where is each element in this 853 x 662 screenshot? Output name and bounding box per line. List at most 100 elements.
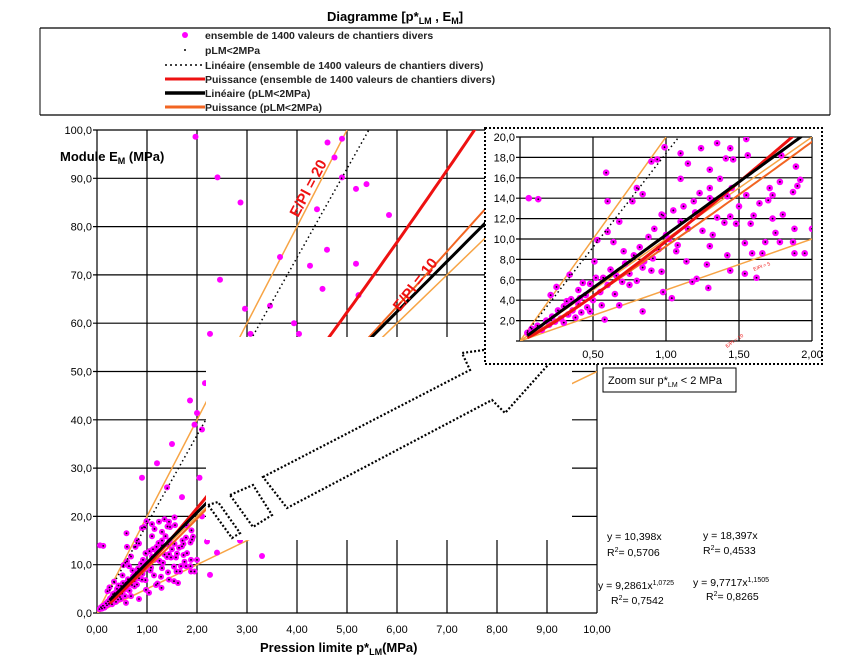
- data-point-plm: [122, 564, 125, 567]
- data-point-ensemble: [386, 212, 392, 219]
- data-point-plm: [628, 272, 631, 275]
- data-point-plm: [177, 582, 179, 584]
- data-point-plm: [606, 230, 609, 233]
- data-point-ensemble: [324, 139, 331, 146]
- data-point-plm: [111, 603, 113, 606]
- data-point-plm: [761, 252, 764, 255]
- data-point-plm: [562, 321, 565, 324]
- data-point-plm: [102, 544, 105, 547]
- legend-item-6: Puissance (pLM<2MPa): [205, 102, 322, 114]
- data-point-plm: [101, 607, 103, 610]
- data-point-plm: [178, 546, 180, 549]
- data-point-plm: [189, 541, 192, 544]
- data-point-plm: [190, 570, 192, 573]
- data-point-plm: [167, 571, 169, 574]
- main-tick-labels: 0,00 1,00 2,00 3,00 4,00 5,00 6,00 7,00 8,00 9,00…: [64, 125, 610, 636]
- data-point-plm: [153, 528, 156, 530]
- r2-linear-plm: R2= 0,5706: [607, 547, 660, 559]
- data-point-plm: [180, 565, 182, 568]
- data-point-plm: [615, 274, 618, 277]
- legend-item-4: Puissance (ensemble de 1400 valeurs de c…: [205, 74, 495, 86]
- data-point-plm: [181, 545, 183, 548]
- data-point-plm: [635, 279, 638, 282]
- data-point-ensemble: [196, 474, 203, 481]
- y-tick-label: 8,0: [500, 254, 515, 266]
- data-point-plm: [570, 298, 572, 301]
- data-point-plm: [602, 276, 605, 279]
- x-tick-label: 1,00: [136, 624, 157, 636]
- data-point-plm: [641, 193, 644, 196]
- data-point-ensemble: [214, 549, 220, 556]
- data-point-plm: [145, 588, 147, 591]
- data-point-plm: [160, 575, 162, 578]
- y-tick-label: 20,0: [494, 132, 515, 144]
- data-point-plm: [158, 559, 161, 562]
- data-point-plm: [526, 331, 529, 334]
- data-point-plm: [660, 270, 663, 273]
- y-tick-label: 0,0: [77, 608, 92, 620]
- data-point-plm: [145, 520, 148, 523]
- data-point-plm: [161, 530, 163, 533]
- data-point-plm: [614, 293, 616, 295]
- data-point-plm: [128, 589, 131, 592]
- data-point-plm: [138, 598, 140, 600]
- r2-power-all: R2= 0,8265: [706, 591, 759, 603]
- x-tick-label: 1,00: [655, 349, 676, 361]
- data-point-plm: [185, 565, 187, 568]
- data-point-plm: [157, 542, 160, 544]
- data-point-plm: [182, 543, 185, 545]
- data-point-plm: [137, 567, 139, 570]
- data-point-plm: [173, 516, 176, 519]
- data-point-ensemble: [237, 199, 244, 206]
- legend-marker-magenta-dot: [182, 32, 188, 38]
- legend-item-1: ensemble de 1400 valeurs de chantiers di…: [205, 30, 433, 42]
- data-point-plm: [738, 205, 740, 208]
- x-tick-label: 6,00: [386, 624, 407, 636]
- data-point-plm: [116, 587, 118, 590]
- data-point-ensemble: [207, 330, 213, 337]
- data-point-plm: [173, 580, 175, 583]
- data-point-plm: [793, 252, 796, 255]
- inset-tick-labels: 0,50 1,00 1,50 2,00 2,0 4,0 6,0 8,0 10,0 12,0 14,0…: [494, 132, 823, 361]
- data-point-plm: [166, 525, 169, 528]
- data-point-plm: [716, 142, 718, 145]
- data-point-plm: [151, 535, 153, 538]
- data-point-plm: [780, 154, 783, 157]
- data-point-plm: [108, 586, 111, 589]
- data-point-plm: [120, 598, 122, 600]
- inset-annotation-ratio-5: E/Pl = 5: [753, 261, 772, 273]
- data-point-plm: [176, 552, 178, 555]
- data-point-plm: [163, 553, 166, 556]
- data-point-plm: [705, 263, 708, 266]
- data-point-plm: [117, 598, 119, 601]
- x-tick-label: 3,00: [236, 624, 257, 636]
- data-point-plm: [103, 606, 106, 609]
- x-axis-label: Pression limite p*LM(MPa): [260, 640, 417, 657]
- data-point-plm: [589, 282, 591, 285]
- data-point-plm: [193, 570, 196, 573]
- data-point-plm: [755, 276, 758, 279]
- data-point-ensemble: [192, 133, 199, 140]
- chart-title: Diagramme [p*LM , EM]: [327, 9, 463, 26]
- data-point-plm: [126, 545, 128, 548]
- data-point-plm: [746, 154, 749, 157]
- data-point-plm: [530, 327, 533, 330]
- data-point-plm: [138, 542, 140, 545]
- data-point-plm: [656, 158, 659, 161]
- data-point-plm: [701, 229, 704, 232]
- data-point-plm: [152, 548, 154, 551]
- data-point-plm: [799, 178, 802, 181]
- data-point-plm: [593, 260, 596, 263]
- data-point-ensemble: [314, 206, 320, 213]
- data-point-plm: [581, 281, 584, 284]
- y-tick-label: 14,0: [494, 193, 515, 205]
- y-tick-label: 30,0: [71, 463, 92, 475]
- data-point-plm: [134, 545, 137, 548]
- data-point-plm: [803, 252, 806, 255]
- data-point-plm: [107, 600, 109, 603]
- data-point-plm: [595, 276, 597, 279]
- data-point-plm: [182, 554, 185, 556]
- data-point-plm: [682, 205, 685, 208]
- data-point-ensemble: [214, 174, 221, 181]
- data-point-plm: [136, 583, 138, 586]
